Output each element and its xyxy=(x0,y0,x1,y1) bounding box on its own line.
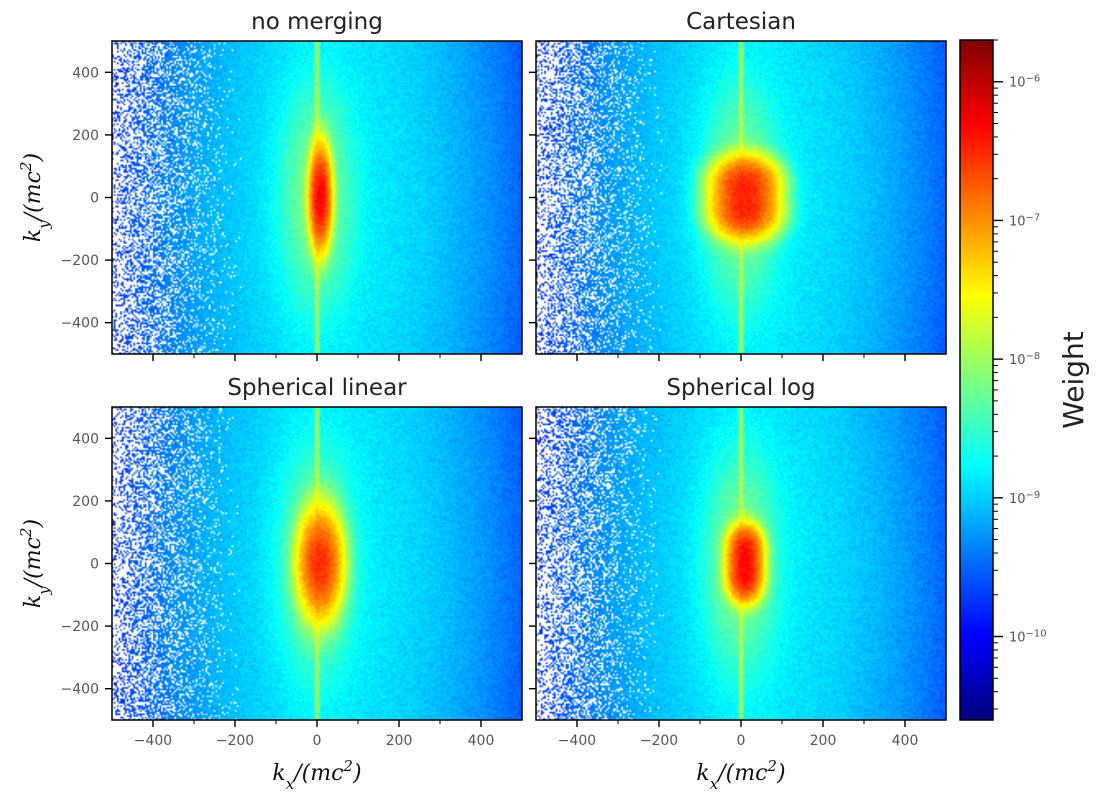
colorbar-tick-label: 10−7 xyxy=(1009,212,1040,230)
colorbar-label: Weight xyxy=(1057,331,1090,429)
colorbar: 10−10 10−9 10−8 10−7 10−6 Weight xyxy=(959,39,1090,721)
panel-3-x-tick-label: −200 xyxy=(216,733,254,749)
colorbar-tick-label: 10−6 xyxy=(1009,73,1040,91)
panel-1-y-tick-label: 0 xyxy=(90,191,99,207)
panel-3-y-tick-label: 0 xyxy=(90,557,99,573)
panel-4-x-axis-label: kx/(mc2) xyxy=(696,757,785,793)
panel-1-y-axis-label: ky/(mc2) xyxy=(17,153,53,242)
panel-4-title: Spherical log xyxy=(666,375,815,401)
panel-4-x-tick-label: 0 xyxy=(737,733,746,749)
panel-3-y-tick-label: −400 xyxy=(61,682,99,698)
panel-3-x-tick-label: 400 xyxy=(468,733,495,749)
colorbar-tick-label: 10−10 xyxy=(1009,628,1047,646)
colorbar-gradient xyxy=(959,39,994,721)
panel-3-x-tick-label: 200 xyxy=(386,733,413,749)
panel-1-title: no merging xyxy=(251,9,383,35)
panel-3-title: Spherical linear xyxy=(227,375,407,401)
panel-4: Spherical log −400 −200 0 200 400 kx/(mc2) xyxy=(529,375,947,793)
panel-3-x-tick-label: 0 xyxy=(313,733,322,749)
panel-1-y-tick-label: −400 xyxy=(61,316,99,332)
colorbar-tick-label: 10−8 xyxy=(1009,351,1040,369)
panel-3-x-axis-label: kx/(mc2) xyxy=(272,757,361,793)
panel-4-heatmap xyxy=(536,407,946,720)
panel-3-y-tick-label: −200 xyxy=(61,619,99,635)
panel-3-y-tick-label: 200 xyxy=(72,494,99,510)
panel-1-y-tick-label: −200 xyxy=(61,253,99,269)
panel-1-y-tick-label: 200 xyxy=(72,128,99,144)
panel-1: no merging −400 −200 0 200 400 ky/(mc2) xyxy=(17,9,523,361)
panel-1-y-tick-label: 400 xyxy=(72,65,99,81)
colorbar-tick-label: 10−9 xyxy=(1009,489,1040,507)
panel-3-y-axis-label: ky/(mc2) xyxy=(17,519,53,608)
panel-2-heatmap xyxy=(536,41,946,354)
panel-4-x-tick-label: 200 xyxy=(810,733,837,749)
panel-3-y-tick-label: 400 xyxy=(72,431,99,447)
panel-1-heatmap xyxy=(112,41,522,354)
panel-2-title: Cartesian xyxy=(686,9,796,35)
panel-3-heatmap xyxy=(112,407,522,720)
panel-4-x-tick-label: 400 xyxy=(892,733,919,749)
panel-3-x-tick-label: −400 xyxy=(134,733,172,749)
panel-4-x-tick-label: −200 xyxy=(640,733,678,749)
panel-2: Cartesian xyxy=(529,9,947,361)
panel-3: Spherical linear −400 −200 0 200 400 −400 −200 0… xyxy=(17,375,523,793)
panel-4-x-tick-label: −400 xyxy=(558,733,596,749)
